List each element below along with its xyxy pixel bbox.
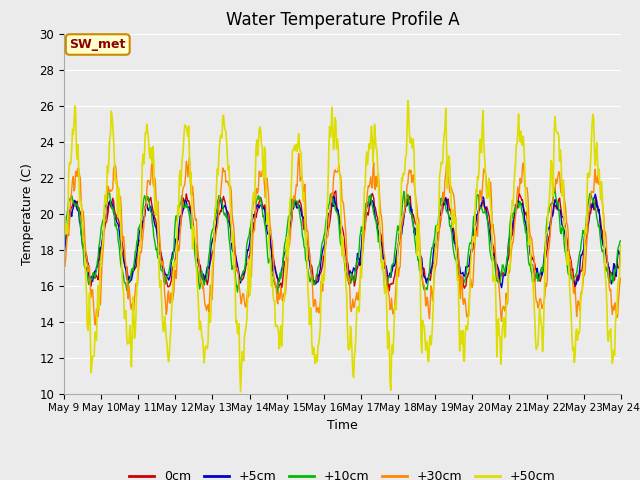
+30cm <box>412 194 419 200</box>
+10cm <box>184 205 192 211</box>
0cm <box>428 266 436 272</box>
0cm <box>385 288 393 294</box>
X-axis label: Time: Time <box>327 419 358 432</box>
+10cm <box>70 201 78 206</box>
Y-axis label: Temperature (C): Temperature (C) <box>20 163 34 264</box>
+5cm <box>70 198 78 204</box>
+5cm <box>426 270 434 276</box>
Line: 0cm: 0cm <box>64 191 621 291</box>
+10cm <box>127 268 135 274</box>
+5cm <box>127 277 135 283</box>
+5cm <box>60 252 68 257</box>
+30cm <box>185 162 193 168</box>
+30cm <box>91 322 99 328</box>
Title: Water Temperature Profile A: Water Temperature Profile A <box>225 11 460 29</box>
+50cm <box>404 97 412 103</box>
Line: +5cm: +5cm <box>64 194 621 288</box>
+30cm <box>60 260 68 265</box>
+10cm <box>551 185 559 191</box>
+50cm <box>214 166 221 172</box>
+30cm <box>70 188 78 194</box>
+10cm <box>60 248 68 254</box>
Line: +30cm: +30cm <box>64 154 621 325</box>
+5cm <box>214 214 221 219</box>
+50cm <box>184 133 192 139</box>
+30cm <box>128 301 136 307</box>
+10cm <box>214 200 221 205</box>
+5cm <box>591 192 599 197</box>
+10cm <box>411 237 419 243</box>
0cm <box>412 221 419 227</box>
+5cm <box>410 230 418 236</box>
+50cm <box>412 194 419 200</box>
+50cm <box>70 120 78 126</box>
Line: +10cm: +10cm <box>64 188 621 294</box>
0cm <box>60 242 68 248</box>
+30cm <box>214 218 222 224</box>
+30cm <box>295 151 303 156</box>
+50cm <box>428 334 436 339</box>
+50cm <box>127 364 135 370</box>
+10cm <box>617 238 625 244</box>
+10cm <box>274 291 282 297</box>
Legend: 0cm, +5cm, +10cm, +30cm, +50cm: 0cm, +5cm, +10cm, +30cm, +50cm <box>124 465 561 480</box>
0cm <box>184 198 192 204</box>
0cm <box>617 243 625 249</box>
+5cm <box>498 285 506 290</box>
+50cm <box>237 389 244 395</box>
+5cm <box>184 204 192 210</box>
+50cm <box>617 243 625 249</box>
Text: SW_met: SW_met <box>70 38 126 51</box>
+30cm <box>617 275 625 281</box>
+50cm <box>60 213 68 219</box>
0cm <box>70 199 78 204</box>
0cm <box>127 271 135 277</box>
+10cm <box>428 251 435 256</box>
+5cm <box>617 249 625 255</box>
0cm <box>214 214 221 220</box>
0cm <box>332 188 340 194</box>
+30cm <box>428 288 436 293</box>
Line: +50cm: +50cm <box>64 100 621 392</box>
